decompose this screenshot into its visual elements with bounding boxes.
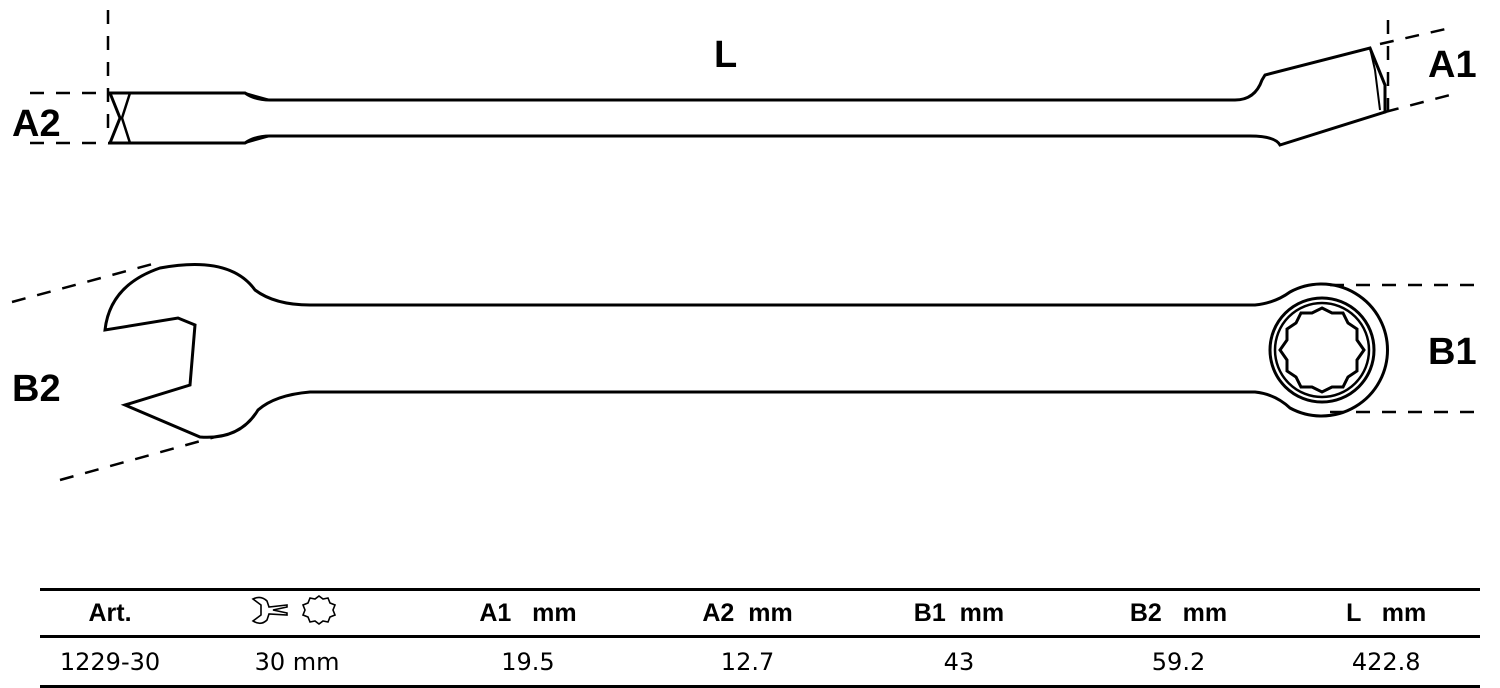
- header-a1: A1 mm: [414, 588, 642, 638]
- wrench-front-view: [103, 262, 1389, 439]
- label-A1: A1: [1428, 44, 1477, 86]
- cell-b1: 43: [853, 636, 1065, 688]
- twelve-point-ring-icon: [302, 594, 337, 625]
- label-L: L: [714, 34, 738, 76]
- cell-a2: 12.7: [641, 636, 854, 688]
- table-row: 1229-30 30 mm 19.5 12.7 43 59.2 422.8: [40, 636, 1480, 688]
- header-b2: B2 mm: [1064, 588, 1293, 638]
- open-end-wrench-icon: [251, 596, 288, 624]
- cell-art: 1229-30: [40, 636, 180, 688]
- header-size: [180, 588, 415, 638]
- label-A2: A2: [12, 103, 61, 145]
- cell-l: 422.8: [1292, 636, 1480, 688]
- table-header-row: Art. A1 mm A2 mm B1 mm B2 mm L mm: [40, 588, 1480, 638]
- label-B1: B1: [1428, 331, 1477, 373]
- wrench-diagram: [11, 10, 1480, 482]
- header-b1: B1 mm: [853, 588, 1065, 638]
- header-l: L mm: [1292, 588, 1480, 638]
- label-B2: B2: [12, 368, 61, 410]
- dimension-lines: [11, 10, 1480, 482]
- header-art: Art.: [40, 588, 180, 638]
- spec-table: Art. A1 mm A2 mm B1 mm B2 mm L mm 1229-3…: [40, 588, 1480, 688]
- cell-a1: 19.5: [414, 636, 642, 688]
- wrench-side-view: [107, 46, 1387, 147]
- header-a2: A2 mm: [641, 588, 854, 638]
- cell-size: 30 mm: [180, 636, 415, 688]
- twelve-point-socket: [1278, 306, 1366, 394]
- cell-b2: 59.2: [1064, 636, 1293, 688]
